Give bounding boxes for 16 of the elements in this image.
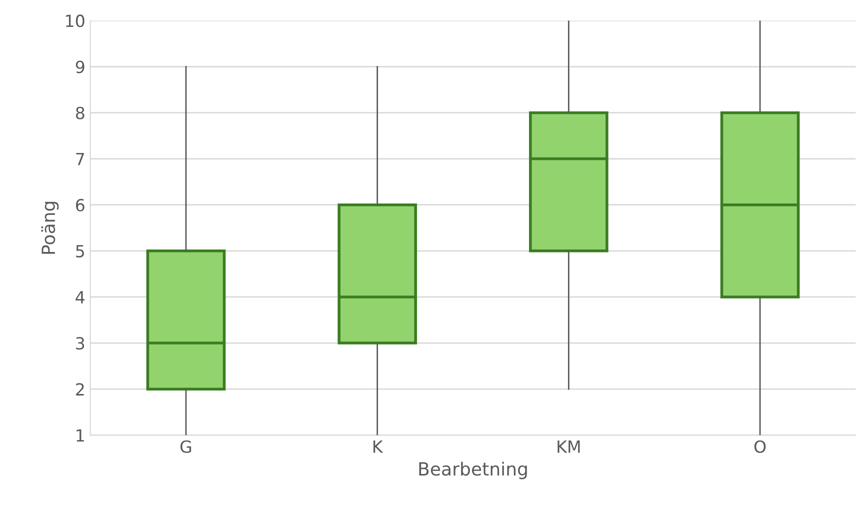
y-tick-label: 6	[76, 198, 84, 212]
y-axis-title: Poäng	[41, 202, 59, 254]
y-tick-label: 3	[76, 337, 84, 350]
y-tick-label: 10	[66, 14, 84, 28]
y-tick-label: 2	[76, 383, 84, 396]
y-tick-label: 7	[76, 152, 84, 166]
y-tick-label: 1	[76, 429, 84, 442]
x-tick-label: KM	[558, 440, 580, 453]
x-axis-title: Bearbetning	[419, 462, 527, 480]
y-tick-label: 5	[76, 245, 84, 258]
y-tick-label: 8	[76, 106, 84, 120]
x-tick-label: G	[180, 440, 192, 453]
x-tick-label: K	[373, 440, 384, 453]
x-tick-label: O	[754, 440, 766, 453]
y-tick-label: 4	[76, 291, 85, 304]
y-tick-label: 9	[76, 60, 84, 74]
